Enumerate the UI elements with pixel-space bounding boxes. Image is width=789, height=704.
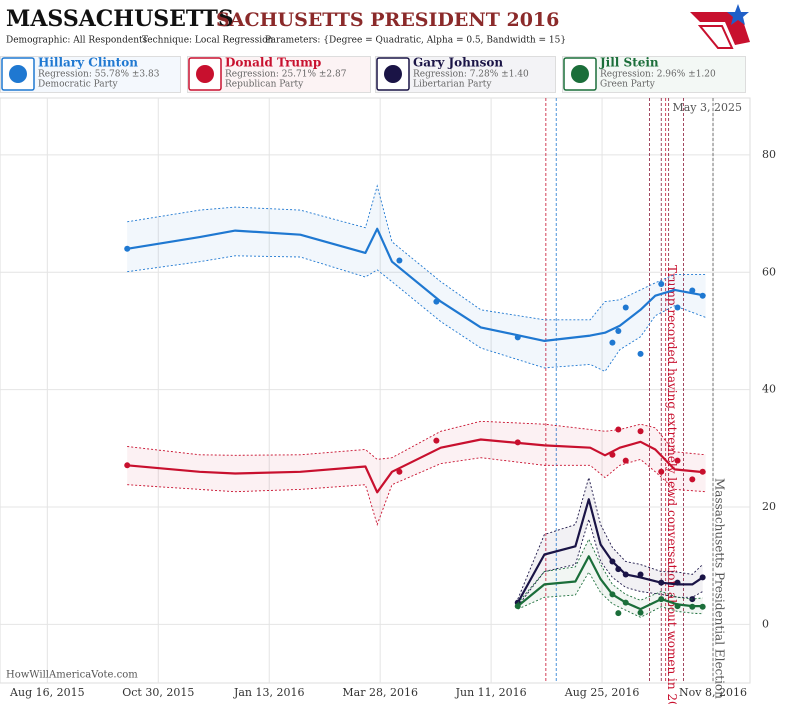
poll-point (689, 603, 696, 610)
legend-name: Hillary Clinton (38, 56, 138, 70)
legend-regression: Regression: 2.96% ±1.20 (600, 70, 716, 80)
date-stamp: May 3, 2025 (672, 101, 742, 114)
regression-line (127, 227, 706, 342)
chart-title: MASSACHUSETTS (6, 6, 234, 32)
poll-point (674, 457, 681, 464)
legend-name: Donald Trump (225, 56, 321, 70)
x-tick-label: Nov 8, 2016 (679, 686, 747, 699)
legend-icon-mark (571, 65, 589, 83)
poll-point (689, 476, 696, 483)
legend-party: Libertarian Party (413, 80, 492, 90)
y-tick-label: 80 (762, 148, 776, 161)
poll-point (699, 574, 706, 581)
chart-title-state: SACHUSETTS PRESIDENT 2016 (216, 9, 559, 31)
poll-point (622, 599, 629, 606)
band-lower (127, 457, 706, 527)
band-upper (517, 538, 703, 604)
poll-point (615, 610, 622, 617)
band-upper (127, 184, 706, 321)
legend-party: Democratic Party (38, 80, 119, 90)
poll-point (396, 468, 403, 475)
poll-point (637, 609, 644, 616)
poll-point (615, 327, 622, 334)
regression-line (127, 438, 706, 494)
poll-point (658, 468, 665, 475)
poll-point (637, 428, 644, 435)
poll-point (124, 245, 131, 252)
confidence-band (517, 477, 703, 607)
confidence-band (517, 539, 703, 618)
x-tick-label: Jan 13, 2016 (233, 686, 305, 699)
poll-point (674, 579, 681, 586)
legend-party: Green Party (600, 80, 656, 90)
parameters: Parameters: {Degree = Quadratic, Alpha =… (265, 36, 566, 46)
source: HowWillAmericaVote.com (6, 670, 138, 681)
y-tick-label: 40 (762, 383, 776, 396)
poll-point (615, 426, 622, 433)
x-tick-label: Aug 25, 2016 (564, 686, 640, 699)
band-upper (517, 475, 704, 600)
poll-point (622, 457, 629, 464)
legend-icon-mark (9, 65, 27, 83)
poll-point (124, 462, 131, 469)
poll-point (689, 287, 696, 294)
poll-point (699, 468, 706, 475)
poll-point (609, 558, 616, 565)
poll-point (396, 257, 403, 264)
legend-name: Gary Johnson (413, 56, 503, 70)
poll-point (514, 334, 521, 341)
poll-point (609, 339, 616, 346)
poll-point (514, 439, 521, 446)
legend-party: Republican Party (225, 80, 304, 90)
poll-point (674, 304, 681, 311)
plot-area (0, 97, 751, 684)
legend-regression: Regression: 55.78% ±3.83 (38, 70, 160, 80)
legend-icon-mark (384, 65, 402, 83)
plot: Trump recorded having extremely lewd con… (0, 98, 750, 704)
poll-point (658, 596, 665, 603)
demographic: Demographic: All Respondents (6, 36, 148, 46)
poll-point (622, 571, 629, 578)
poll-point (674, 603, 681, 610)
x-tick-label: Aug 16, 2015 (9, 686, 85, 699)
poll-point (514, 603, 521, 610)
poll-point (699, 603, 706, 610)
poll-point (433, 298, 440, 305)
poll-point (615, 566, 622, 573)
y-tick-label: 60 (762, 265, 776, 278)
x-tick-label: Jun 11, 2016 (455, 686, 527, 699)
y-tick-label: 20 (762, 500, 776, 513)
poll-point (609, 451, 616, 458)
poll-point (433, 437, 440, 444)
annotation-text: Massachusetts Presidential Election (713, 478, 727, 699)
legend-name: Jill Stein (599, 56, 659, 70)
legend-icon-mark (196, 65, 214, 83)
poll-point (658, 281, 665, 288)
band-upper (127, 420, 706, 460)
poll-point (637, 571, 644, 578)
legend-regression: Regression: 7.28% ±1.40 (413, 70, 529, 80)
poll-point (699, 292, 706, 299)
y-tick-label: 0 (762, 617, 769, 630)
legend-regression: Regression: 25.71% ±2.87 (225, 70, 347, 80)
band-lower (127, 255, 706, 372)
poll-point (609, 591, 616, 598)
band-lower (517, 571, 703, 618)
poll-point (658, 579, 665, 586)
poll-point (622, 304, 629, 311)
technique: Technique: Local Regression (142, 36, 273, 46)
x-tick-label: Mar 28, 2016 (342, 686, 418, 699)
x-tick-label: Oct 30, 2015 (122, 686, 194, 699)
poll-point (637, 350, 644, 357)
logo (690, 4, 750, 49)
